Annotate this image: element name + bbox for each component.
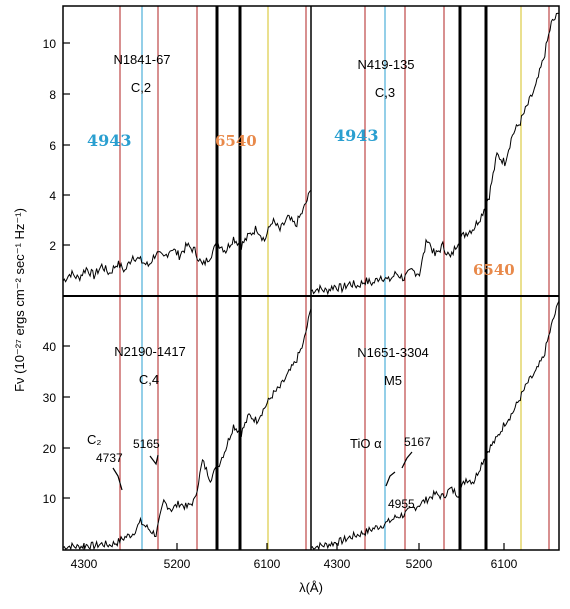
xtick-right-4300: 4300 [324,557,351,571]
annotation-4955: 4955 [388,497,415,511]
panel-top-right-name: N419-135 [357,57,414,72]
ytick-bottom-20: 20 [43,442,57,456]
annotation-top-right-4943: 4943 [334,126,379,145]
annotation-tio: TiO α [350,436,382,451]
ytick-top-2: 2 [49,239,56,253]
annotation-top-right-6540: 6540 [473,261,515,279]
panel-bottom-left-class: C,4 [139,372,159,387]
xtick-right-6100: 6100 [491,557,518,571]
marker-5165 [149,454,159,466]
ytick-top-8: 8 [49,88,56,102]
ytick-bottom-30: 30 [43,391,57,405]
ytick-top-4: 4 [49,189,56,203]
reference-lines [119,6,550,550]
ytick-top-6: 6 [49,139,56,153]
ytick-bottom-10: 10 [43,492,57,506]
marker-4737 [112,467,123,491]
annotation-top-left-6540: 6540 [215,132,257,150]
annotation-top-left-4943: 4943 [87,131,132,150]
tick-marks [63,42,505,550]
xtick-left-4300: 4300 [71,557,98,571]
x-axis-label: λ(Å) [299,580,323,595]
ytick-top-10: 10 [43,37,57,51]
spectra-group [62,12,560,551]
spectrum-bottom-right [310,300,560,551]
y-axis-label: Fν (10⁻²⁷ ergs cm⁻² sec⁻¹ Hz⁻¹) [12,208,27,392]
panel-top-right-class: C,3 [375,85,395,100]
xtick-left-6100: 6100 [254,557,281,571]
marker-5167 [401,451,413,469]
spectrum-bottom-left [62,308,312,551]
panel-top-left-class: C,2 [131,80,151,95]
xtick-left-5200: 5200 [164,557,191,571]
panel-bottom-left-name: N2190-1417 [114,344,186,359]
annotation-4737: 4737 [96,451,123,465]
panel-bottom-right-name: N1651-3304 [357,345,429,360]
spectrum-top-left [62,189,312,283]
xtick-right-5200: 5200 [406,557,433,571]
spectrum-top-right [310,12,560,296]
panel-bottom-right-class: M5 [384,373,402,388]
ytick-bottom-40: 40 [43,340,57,354]
annotation-5167: 5167 [404,435,431,449]
annotation-5165: 5165 [133,437,160,451]
annotation-c2: C₂ [87,432,101,447]
marker-4955 [385,471,396,487]
panel-top-left-name: N1841-67 [113,52,170,67]
